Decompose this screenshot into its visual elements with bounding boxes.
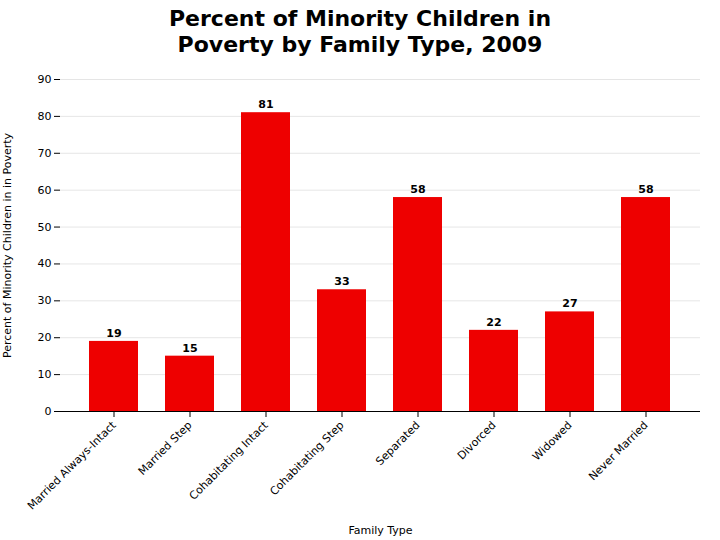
svg-text:22: 22 [486,316,501,329]
svg-text:Cohabitating Intact: Cohabitating Intact [187,418,271,502]
svg-text:58: 58 [410,183,425,196]
svg-text:10: 10 [38,368,52,381]
svg-text:Married Step: Married Step [136,419,195,478]
svg-text:33: 33 [334,275,349,288]
html-text:Percent of Minority Children i: Percent of Minority Children in Poverty … [169,6,551,58]
svg-text:27: 27 [562,297,577,310]
svg-text:Widowed: Widowed [530,419,575,464]
svg-text:60: 60 [38,183,52,196]
svg-text:80: 80 [38,110,52,123]
svg-text:Percent of Minority Children i: Percent of Minority Children in in Pover… [1,132,14,358]
svg-text:20: 20 [38,331,52,344]
svg-text:Never Married: Never Married [586,419,650,483]
svg-text:81: 81 [258,98,273,111]
svg-text:0: 0 [45,405,52,418]
svg-text:50: 50 [38,220,52,233]
svg-text:58: 58 [638,183,653,196]
svg-text:90: 90 [38,73,52,86]
svg-text:19: 19 [106,327,121,340]
svg-text:15: 15 [182,341,197,354]
svg-text:Divorced: Divorced [455,419,499,463]
svg-text:Married Always-Intact: Married Always-Intact [25,418,119,512]
svg-text:Family Type: Family Type [348,523,412,536]
svg-text:30: 30 [38,294,52,307]
svg-text:40: 40 [38,257,52,270]
svg-text:Cohabitating Step: Cohabitating Step [267,419,346,498]
svg-text:Separated: Separated [373,419,422,468]
svg-text:70: 70 [38,147,52,160]
